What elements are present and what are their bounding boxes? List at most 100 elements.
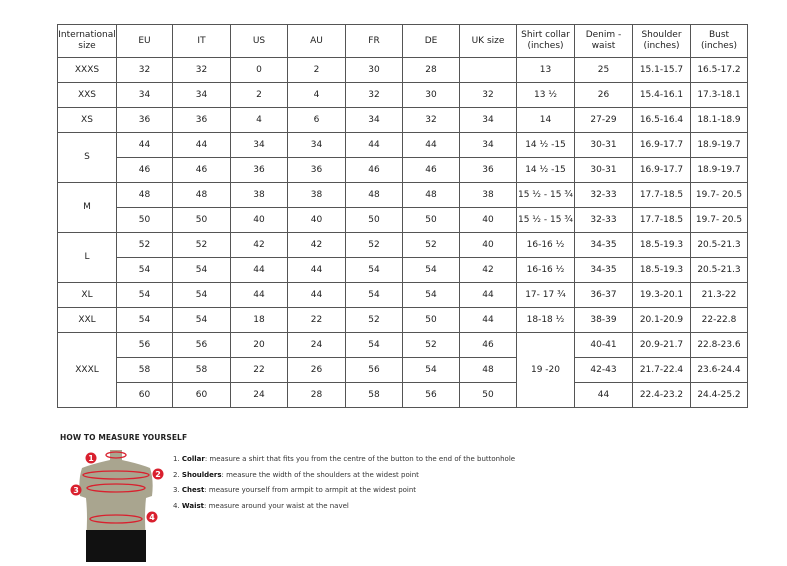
table-cell: 16.9-17.7 [632,157,691,183]
table-cell: 22 [287,307,346,333]
table-cell: 40-41 [574,332,633,358]
table-row: 54 54 44 44 54 54 42 16-16 ½ 34-35 18.5-19.3 20.5-… [58,257,748,283]
table-cell: 44 [230,282,288,308]
table-cell: 15.1-15.7 [632,57,691,83]
table-row: XXS 34 34 2 4 32 30 32 13 ½ 26 15.4-16.1 17.3-18.1 [57,82,748,108]
table-cell: 2 [230,82,288,108]
table-cell: 40 [287,207,346,233]
table-cell: 34 [116,82,173,108]
table-cell: 18.5-19.3 [632,257,691,283]
table-row: 58 58 22 26 56 54 48 42-43 21.7-22.4 23.6-24.4 [58,357,748,383]
table-cell: 36 [116,107,173,133]
size-cell: XXS [57,82,117,108]
table-row: 50 50 40 40 50 50 40 15 ½ - 15 ¾ 32-33 17.7-18.5 1… [58,207,748,233]
column-header: EU [116,24,173,58]
column-header: AU [287,24,346,58]
table-cell: 20.9-21.7 [632,332,691,358]
column-header: Shoulder (inches) [632,24,691,58]
table-cell: 42 [230,232,288,258]
table-cell: 22 [230,357,288,383]
table-cell: 38 [230,182,288,208]
column-header: US [230,24,288,58]
table-cell: 20.5-21.3 [690,232,748,258]
table-cell: 17.3-18.1 [690,82,748,108]
table-cell: 36 [230,157,288,183]
table-cell: 18 [230,307,288,333]
table-cell: 44 [574,382,633,408]
table-cell: 16.5-16.4 [632,107,691,133]
table-row: XXL 54 54 18 22 52 50 44 18-18 ½ 38-39 20.1-20.9 22… [57,307,748,333]
table-cell: 58 [116,357,173,383]
table-cell: 32-33 [574,207,633,233]
table-cell: 13 [516,57,575,83]
table-cell: 48 [345,182,403,208]
table-cell: 20.5-21.3 [690,257,748,283]
table-cell: 46 [402,157,460,183]
table-cell: 44 [287,257,346,283]
table-cell: 40 [459,207,517,233]
table-cell: 44 [116,132,173,158]
table-cell: 44 [345,132,403,158]
table-cell: 30-31 [574,157,633,183]
table-cell: 32 [459,82,517,108]
step-text: : measure the width of the shoulders at … [221,470,419,479]
table-cell: 54 [172,307,231,333]
table-row: XL 54 54 44 44 54 54 44 17- 17 ¾ 36-37 19.3-20.1 21… [57,282,748,308]
table-cell: 18.9-19.7 [690,157,748,183]
table-cell: 44 [402,132,460,158]
table-cell: 6 [287,107,346,133]
table-cell: 50 [402,307,460,333]
table-cell: 60 [116,382,173,408]
table-cell: 20.1-20.9 [632,307,691,333]
table-cell: 24.4-25.2 [690,382,748,408]
table-cell: 21.7-22.4 [632,357,691,383]
column-header: Shirt collar (inches) [516,24,575,58]
step-text: : measure yourself from armpit to armpit… [204,486,417,494]
table-cell: 46 [459,332,517,358]
table-cell: 40 [230,207,288,233]
table-cell: 22.4-23.2 [632,382,691,408]
table-cell: 42-43 [574,357,633,383]
table-cell: 26 [574,82,633,108]
table-cell: 14 [516,107,575,133]
marker-4-icon: 4 [146,511,158,523]
table-cell: 16-16 ½ [516,232,575,258]
table-cell: 26 [287,357,346,383]
table-cell: 56 [402,382,460,408]
size-cell: XL [57,282,117,308]
table-cell: 34 [459,132,517,158]
step-number: 4. [173,501,180,510]
table-cell: 54 [345,257,403,283]
table-cell: 42 [287,232,346,258]
table-cell: 17- 17 ¾ [516,282,575,308]
table-cell: 54 [345,332,403,358]
table-cell: 18.1-18.9 [690,107,748,133]
table-cell: 58 [345,382,403,408]
table-cell: 50 [172,207,231,233]
table-row: XXXS 32 32 0 2 30 28 13 25 15.1-15.7 16.5-17.2 [57,57,748,83]
table-cell: 46 [172,157,231,183]
how-to-measure-title: HOW TO MEASURE YOURSELF [60,433,188,442]
svg-text:3: 3 [73,486,79,495]
marker-2-icon: 2 [152,468,164,480]
table-cell: 42 [459,257,517,283]
table-cell: 36 [172,107,231,133]
table-cell: 14 ½ -15 [516,132,575,158]
measure-step: 4. Waist: measure around your waist at t… [173,499,515,515]
table-cell: 44 [287,282,346,308]
table-row: M 48 48 38 38 48 48 38 15 ½ - 15 ¾ 32-33 17.7-18.5… [57,182,748,233]
table-cell: 15.4-16.1 [632,82,691,108]
table-cell: 34-35 [574,257,633,283]
table-cell: 24 [287,332,346,358]
column-header: International size [57,24,117,58]
table-cell: 46 [345,157,403,183]
size-cell: XS [57,107,117,133]
step-term: Waist [181,501,205,510]
marker-1-icon: 1 [85,452,97,464]
table-row: S 44 44 34 34 44 44 34 14 ½ -15 30-31 16.9-17.7 18.… [57,132,748,183]
svg-text:2: 2 [155,470,161,479]
table-cell: 38-39 [574,307,633,333]
table-cell: 4 [230,107,288,133]
table-cell: 32 [345,82,403,108]
table-cell: 16-16 ½ [516,257,575,283]
